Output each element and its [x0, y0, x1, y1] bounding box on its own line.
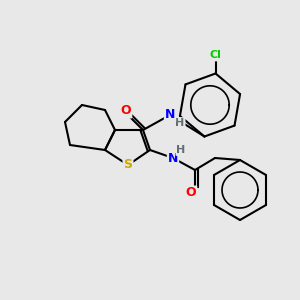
- Text: O: O: [121, 104, 131, 118]
- Text: N: N: [165, 109, 175, 122]
- Text: Cl: Cl: [210, 50, 221, 61]
- Text: H: H: [176, 145, 186, 155]
- Text: H: H: [176, 118, 184, 128]
- Text: O: O: [186, 187, 196, 200]
- Text: N: N: [168, 152, 178, 164]
- Text: S: S: [124, 158, 133, 172]
